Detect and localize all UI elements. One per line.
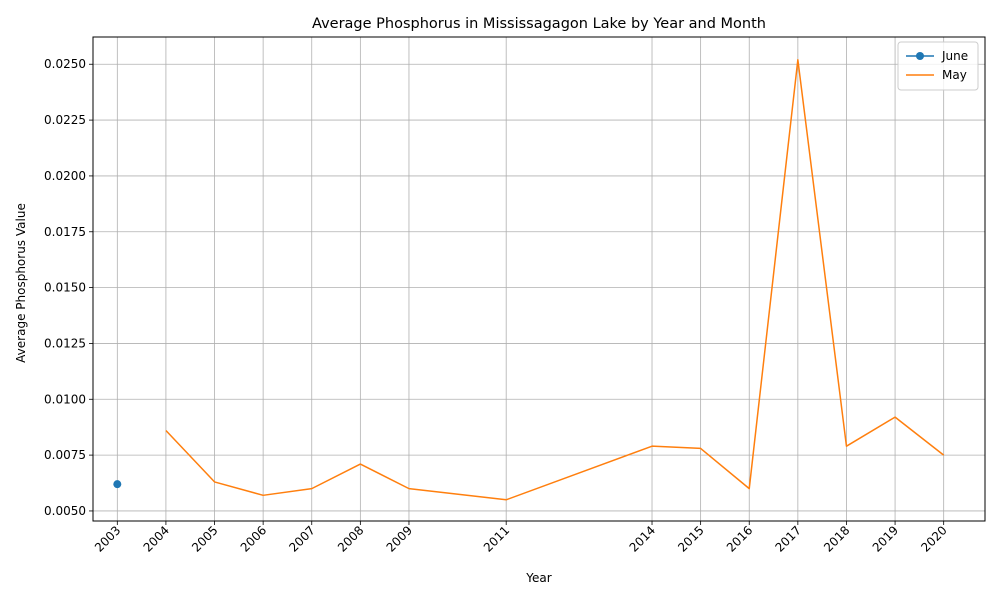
y-tick-label: 0.0225 bbox=[44, 113, 86, 127]
series-may bbox=[165, 59, 945, 501]
y-tick-label: 0.0050 bbox=[44, 504, 86, 518]
y-tick-label: 0.0175 bbox=[44, 225, 86, 239]
y-tick-label: 0.0075 bbox=[44, 448, 86, 462]
y-tick-label: 0.0150 bbox=[44, 281, 86, 295]
legend-label-may: May bbox=[942, 68, 967, 82]
data-point-june bbox=[113, 480, 122, 489]
legend: June May bbox=[897, 41, 979, 91]
gridlines bbox=[93, 37, 985, 521]
y-tick-label: 0.0125 bbox=[44, 336, 86, 350]
y-axis-title: Average Phosphorus Value bbox=[14, 203, 28, 363]
chart-title: Average Phosphorus in Mississagagon Lake… bbox=[312, 16, 766, 32]
series-line-may bbox=[165, 59, 945, 501]
series-layer bbox=[113, 59, 945, 501]
plot-frame bbox=[92, 36, 986, 522]
y-tick-label: 0.0100 bbox=[44, 392, 86, 406]
y-tick-label: 0.0200 bbox=[44, 169, 86, 183]
legend-marker-june bbox=[916, 52, 924, 60]
legend-label-june: June bbox=[941, 49, 968, 63]
y-tick-label: 0.0250 bbox=[44, 57, 86, 71]
series-june bbox=[113, 480, 122, 489]
x-axis-title: Year bbox=[525, 571, 551, 585]
